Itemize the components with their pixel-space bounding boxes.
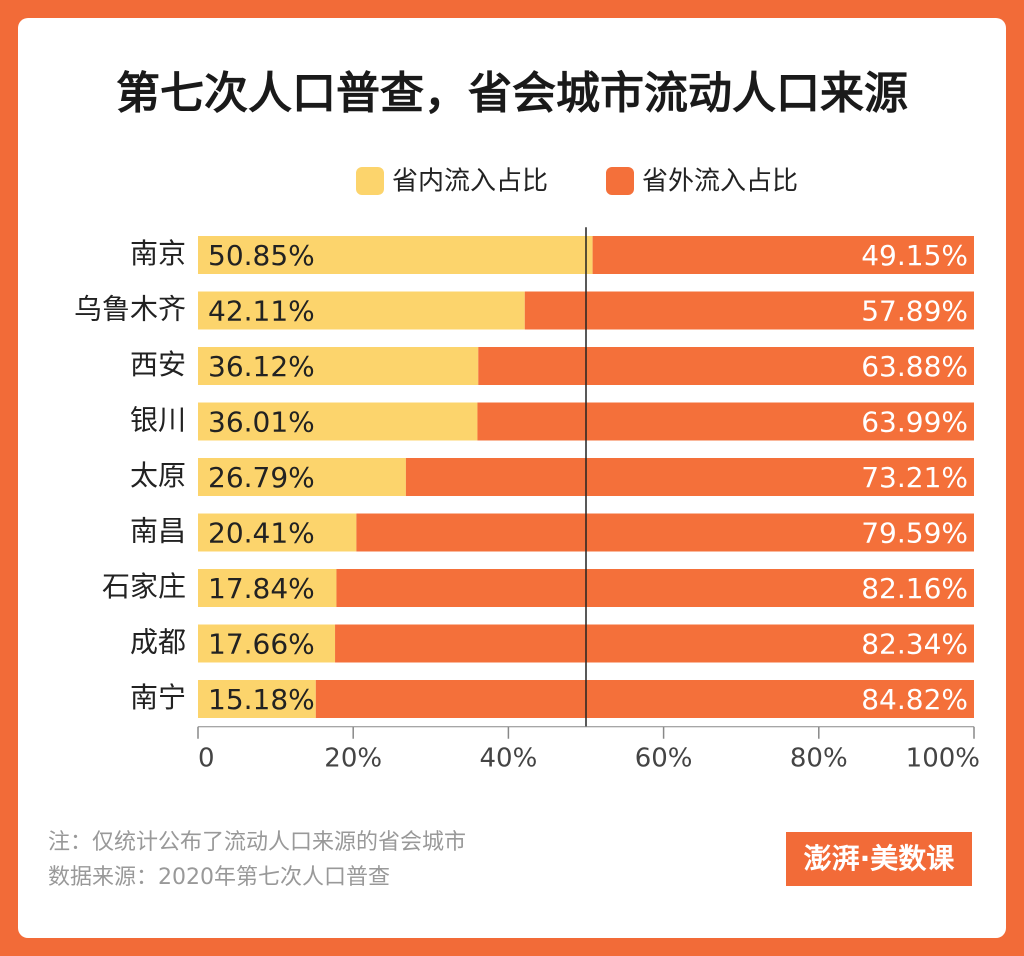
- x-tick-label: 20%: [324, 743, 382, 773]
- value-label: 42.11%: [208, 295, 315, 328]
- y-tick-label: 南昌: [130, 515, 186, 548]
- note: 数据来源：2020年第七次人口普查: [48, 865, 390, 890]
- y-tick-label: 南京: [130, 237, 186, 270]
- legend-swatch: [606, 167, 634, 195]
- y-tick-label: 太原: [130, 459, 186, 492]
- y-tick-label: 银川: [130, 404, 186, 437]
- value-label: 15.18%: [208, 683, 315, 716]
- bar-segment: [198, 513, 357, 552]
- bar-segment: [336, 569, 975, 607]
- bar-segment: [356, 513, 974, 552]
- value-label: 20.41%: [208, 517, 315, 550]
- value-label: 73.21%: [861, 461, 968, 494]
- y-tick-label: 南宁: [130, 681, 186, 714]
- legend-swatch: [356, 167, 384, 195]
- y-tick-label: 西安: [130, 348, 186, 381]
- bar-segment: [198, 680, 316, 718]
- value-label: 36.01%: [208, 406, 315, 439]
- x-tick-label: 80%: [790, 743, 848, 773]
- x-tick-label: 60%: [635, 743, 693, 773]
- bar-segment: [198, 624, 336, 663]
- bar-segment: [477, 402, 974, 441]
- value-label: 49.15%: [861, 239, 968, 272]
- x-tick-label: 100%: [906, 743, 980, 773]
- y-tick-label: 石家庄: [102, 570, 186, 603]
- value-label: 50.85%: [208, 239, 315, 272]
- bar-segment: [198, 402, 478, 441]
- y-tick-label: 成都: [130, 626, 186, 659]
- bar-segment: [524, 291, 974, 330]
- value-label: 79.59%: [861, 517, 968, 550]
- value-label: 57.89%: [861, 295, 968, 328]
- value-label: 82.34%: [861, 628, 968, 661]
- value-label: 17.84%: [208, 572, 315, 605]
- note: 注：仅统计公布了流动人口来源的省会城市: [48, 830, 466, 855]
- value-label: 84.82%: [861, 683, 968, 716]
- bar-segment: [478, 347, 974, 385]
- value-label: 26.79%: [208, 461, 315, 494]
- logo-box: [786, 832, 972, 886]
- x-tick-label: 0: [198, 743, 215, 773]
- chart-title: 第七次人口普查，省会城市流动人口来源: [116, 68, 908, 119]
- value-label: 82.16%: [861, 572, 968, 605]
- bar-segment: [405, 458, 975, 496]
- bar-segment: [335, 624, 974, 663]
- x-tick-label: 40%: [480, 743, 538, 773]
- logo: 澎湃·美数课: [804, 842, 956, 875]
- bar-segment: [198, 291, 525, 330]
- bar-segment: [315, 680, 974, 718]
- value-label: 36.12%: [208, 350, 315, 383]
- value-label: 63.88%: [861, 350, 968, 383]
- value-label: 63.99%: [861, 406, 968, 439]
- bar-segment: [198, 347, 479, 385]
- bar-segment: [198, 569, 337, 607]
- bar-segment: [198, 236, 593, 274]
- bar-segment: [198, 458, 406, 496]
- legend-label: 省内流入占比: [392, 167, 548, 197]
- value-label: 17.66%: [208, 628, 315, 661]
- y-tick-label: 乌鲁木齐: [74, 293, 186, 326]
- legend-label: 省外流入占比: [642, 167, 798, 197]
- bar-segment: [592, 236, 974, 274]
